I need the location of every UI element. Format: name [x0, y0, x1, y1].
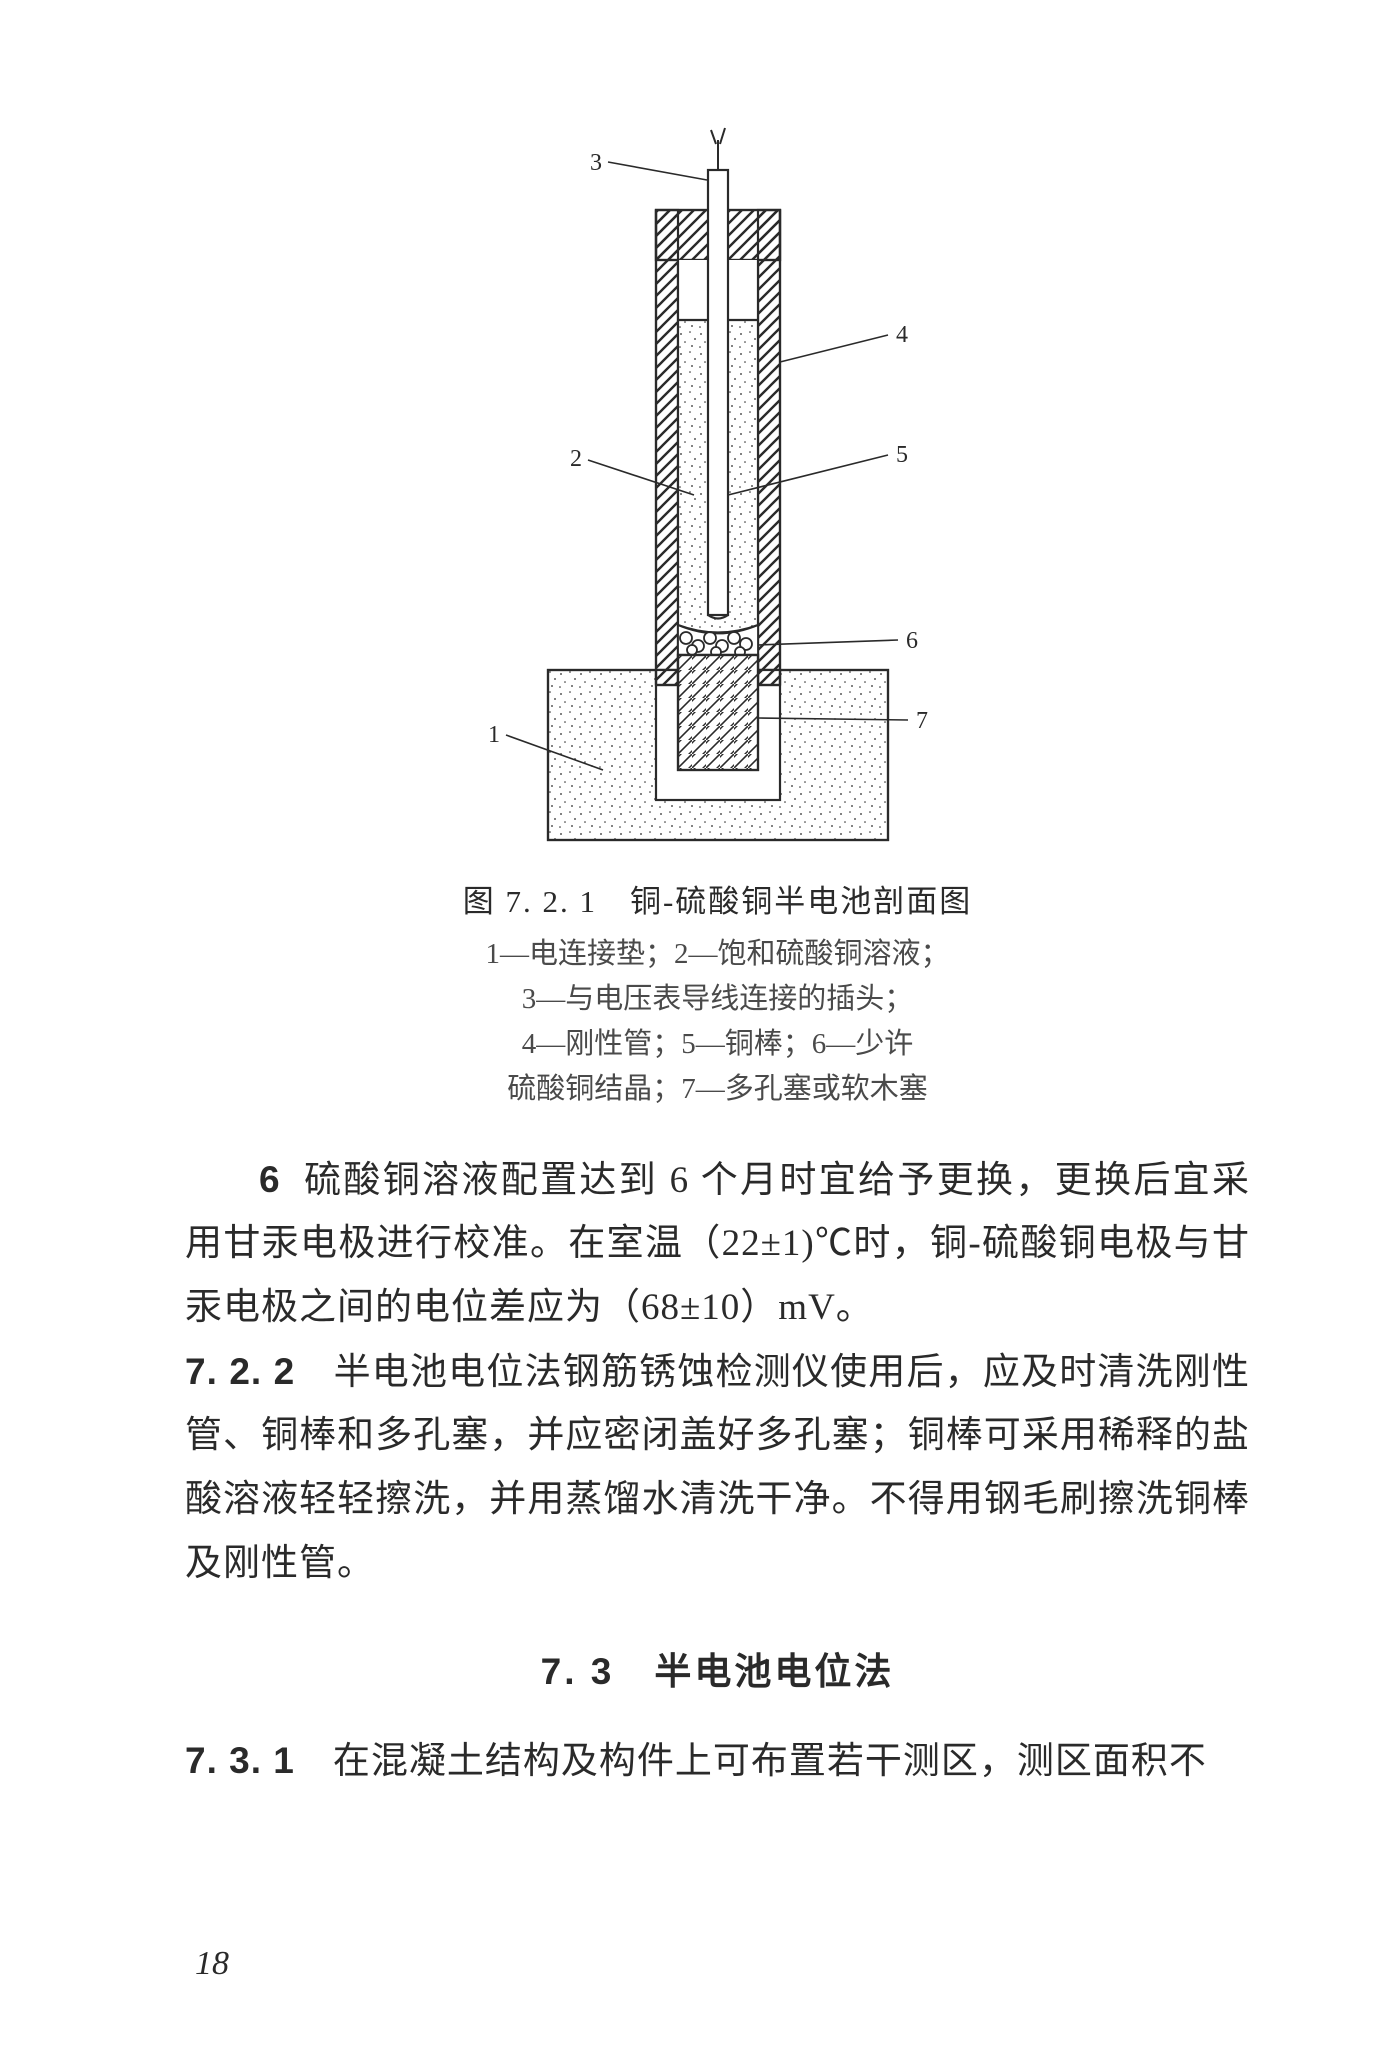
callout-5: 5	[896, 442, 908, 468]
figure-caption-line: 4—刚性管；5—铜棒；6—少许	[185, 1022, 1250, 1067]
callout-7: 7	[916, 708, 928, 734]
figure-container: 3 2 1 4 5 6	[185, 110, 1250, 860]
clause-number-731: 7. 3. 1	[185, 1740, 295, 1781]
paragraph-722: 7. 2. 2 半电池电位法钢筋锈蚀检测仪使用后，应及时清洗刚性管、铜棒和多孔塞…	[185, 1340, 1250, 1596]
paragraph-722-text: 半电池电位法钢筋锈蚀检测仪使用后，应及时清洗刚性管、铜棒和多孔塞，并应密闭盖好多…	[185, 1352, 1250, 1584]
half-cell-cross-section-diagram: 3 2 1 4 5 6	[398, 110, 1038, 860]
paragraph-item-6: 6硫酸铜溶液配置达到 6 个月时宜给予更换，更换后宜采用甘汞电极进行校准。在室温…	[185, 1148, 1250, 1340]
callout-2: 2	[570, 446, 582, 472]
figure-caption-title: 图 7. 2. 1 铜-硫酸铜半电池剖面图	[185, 878, 1250, 926]
figure-caption-line: 3—与电压表导线连接的插头；	[185, 977, 1250, 1022]
callout-6: 6	[906, 628, 918, 654]
callout-4: 4	[896, 322, 908, 348]
figure-caption: 图 7. 2. 1 铜-硫酸铜半电池剖面图 1—电连接垫；2—饱和硫酸铜溶液； …	[185, 878, 1250, 1112]
paragraph-6-text: 硫酸铜溶液配置达到 6 个月时宜给予更换，更换后宜采用甘汞电极进行校准。在室温（…	[185, 1160, 1250, 1328]
body-text: 6硫酸铜溶液配置达到 6 个月时宜给予更换，更换后宜采用甘汞电极进行校准。在室温…	[185, 1148, 1250, 1595]
section-heading-7-3: 7. 3 半电池电位法	[185, 1641, 1250, 1695]
paragraph-731-text: 在混凝土结构及构件上可布置若干测区，测区面积不	[295, 1741, 1207, 1782]
clause-number-722: 7. 2. 2	[185, 1351, 295, 1392]
body-text-731: 7. 3. 1 在混凝土结构及构件上可布置若干测区，测区面积不	[185, 1729, 1250, 1794]
section-title: 半电池电位法	[654, 1651, 894, 1692]
document-page: 3 2 1 4 5 6	[0, 0, 1400, 2048]
paragraph-731: 7. 3. 1 在混凝土结构及构件上可布置若干测区，测区面积不	[185, 1729, 1250, 1794]
item-number-6: 6	[259, 1159, 281, 1200]
figure-caption-line: 1—电连接垫；2—饱和硫酸铜溶液；	[185, 932, 1250, 977]
page-number: 18	[195, 1945, 229, 1983]
callout-3: 3	[590, 150, 602, 176]
callout-1: 1	[488, 722, 500, 748]
section-number: 7. 3	[541, 1651, 615, 1692]
figure-caption-line: 硫酸铜结晶；7—多孔塞或软木塞	[185, 1067, 1250, 1112]
